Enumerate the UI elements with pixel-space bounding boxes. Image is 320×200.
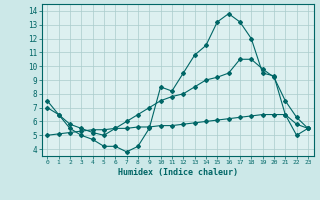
X-axis label: Humidex (Indice chaleur): Humidex (Indice chaleur) — [118, 168, 237, 177]
